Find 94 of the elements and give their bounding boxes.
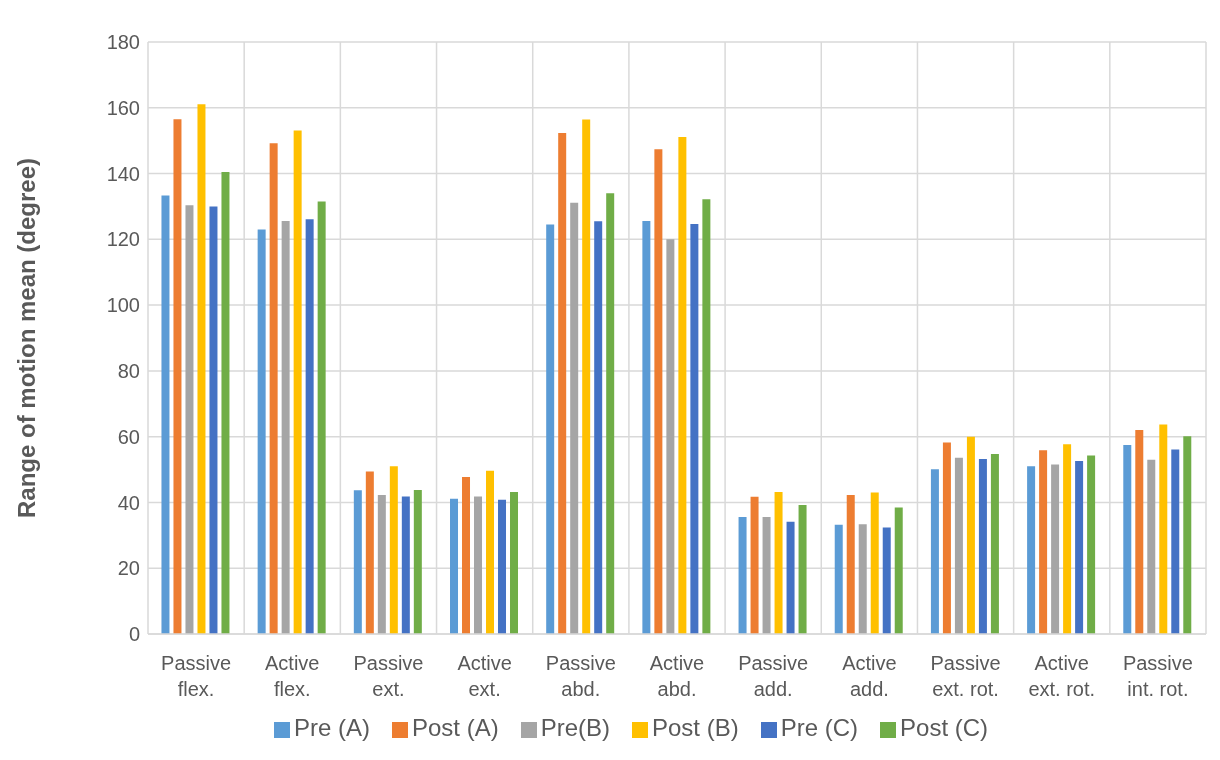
- bar: [954, 457, 963, 634]
- bar: [978, 459, 987, 634]
- bar: [654, 149, 663, 634]
- y-tick-label: 80: [117, 359, 140, 382]
- y-tick-label: 180: [106, 31, 140, 54]
- bar: [738, 516, 747, 634]
- y-tick-label: 100: [106, 294, 140, 317]
- bar: [1039, 450, 1048, 634]
- bar: [1147, 459, 1156, 634]
- bar: [966, 436, 975, 634]
- legend-label: Post (A): [411, 714, 499, 741]
- bar: [750, 496, 759, 634]
- x-tick-label: Passive add.: [738, 652, 809, 700]
- bar: [450, 498, 459, 634]
- bar: [1183, 436, 1192, 634]
- bar: [510, 491, 519, 634]
- bar: [558, 133, 567, 634]
- bar: [786, 521, 795, 634]
- bar: [882, 527, 891, 634]
- bar: [942, 442, 951, 634]
- bar: [269, 143, 278, 634]
- x-tick-label: Active abd.: [649, 652, 705, 700]
- bar: [185, 205, 194, 634]
- bar: [462, 477, 471, 634]
- bar: [377, 494, 386, 634]
- legend-label: Pre(B): [540, 714, 610, 741]
- x-tick-label: Passive flex.: [161, 652, 232, 700]
- bar: [570, 202, 579, 634]
- bar: [221, 171, 230, 634]
- bar: [305, 219, 314, 634]
- bar: [1135, 430, 1144, 634]
- bar: [1171, 449, 1180, 634]
- x-tick-label: Active ext.: [457, 652, 512, 700]
- x-tick-label: Passive ext. rot.: [930, 652, 1001, 700]
- bar: [690, 223, 699, 634]
- bar: [606, 193, 615, 634]
- legend-label: Post (C): [900, 714, 989, 741]
- bar: [1159, 424, 1168, 634]
- x-tick-label: Active flex.: [265, 652, 320, 700]
- y-tick-label: 0: [128, 623, 140, 646]
- bar: [197, 104, 206, 634]
- bar: [401, 496, 410, 634]
- legend-label: Post (B): [652, 714, 739, 741]
- bar: [1123, 444, 1132, 634]
- bar: [678, 137, 687, 634]
- bar: [209, 206, 218, 634]
- x-tick-label: Passive abd.: [545, 652, 616, 700]
- bar: [930, 469, 939, 634]
- bar: [474, 496, 483, 634]
- x-tick-label: Active add.: [842, 652, 897, 700]
- y-tick-label: 140: [106, 162, 140, 185]
- bar: [666, 239, 675, 634]
- bar: [990, 454, 999, 634]
- y-tick-label: 160: [106, 96, 140, 119]
- bar: [1027, 466, 1036, 634]
- bar: [1051, 464, 1060, 634]
- bar: [293, 130, 302, 634]
- bar: [413, 489, 422, 634]
- legend-label: Pre (A): [293, 714, 370, 741]
- bar: [594, 221, 603, 634]
- bar: [1087, 455, 1096, 634]
- bar: [702, 199, 711, 634]
- bar: [365, 471, 374, 634]
- y-tick-label: 40: [117, 491, 140, 514]
- bar: [582, 119, 591, 634]
- x-tick-label: Passive int. rot.: [1122, 652, 1193, 700]
- bar: [798, 505, 807, 634]
- bar: [858, 524, 867, 634]
- x-tick-label: Active ext. rot.: [1028, 652, 1096, 700]
- bar: [161, 195, 170, 634]
- bar: [846, 494, 855, 634]
- bar: [498, 499, 507, 634]
- bar: [546, 224, 555, 634]
- bar: [642, 220, 651, 634]
- y-tick-label: 120: [106, 228, 140, 251]
- y-tick-label: 20: [117, 557, 140, 580]
- bar: [486, 470, 495, 634]
- bar: [257, 229, 266, 634]
- bar: [894, 507, 903, 634]
- y-tick-label: 60: [117, 425, 140, 448]
- y-axis-title: Range of motion mean (degree): [12, 157, 40, 519]
- bar: [834, 524, 843, 634]
- bar: [353, 490, 362, 634]
- x-tick-label: Passive ext.: [353, 652, 424, 700]
- bar: [1075, 461, 1084, 634]
- bar: [762, 516, 771, 634]
- bar: [1063, 444, 1072, 634]
- bar: [389, 466, 398, 634]
- bar: [281, 220, 290, 634]
- legend-label: Pre (C): [780, 714, 859, 741]
- bar: [870, 492, 879, 634]
- bar: [317, 201, 326, 634]
- bar: [173, 119, 182, 634]
- bar: [774, 491, 783, 634]
